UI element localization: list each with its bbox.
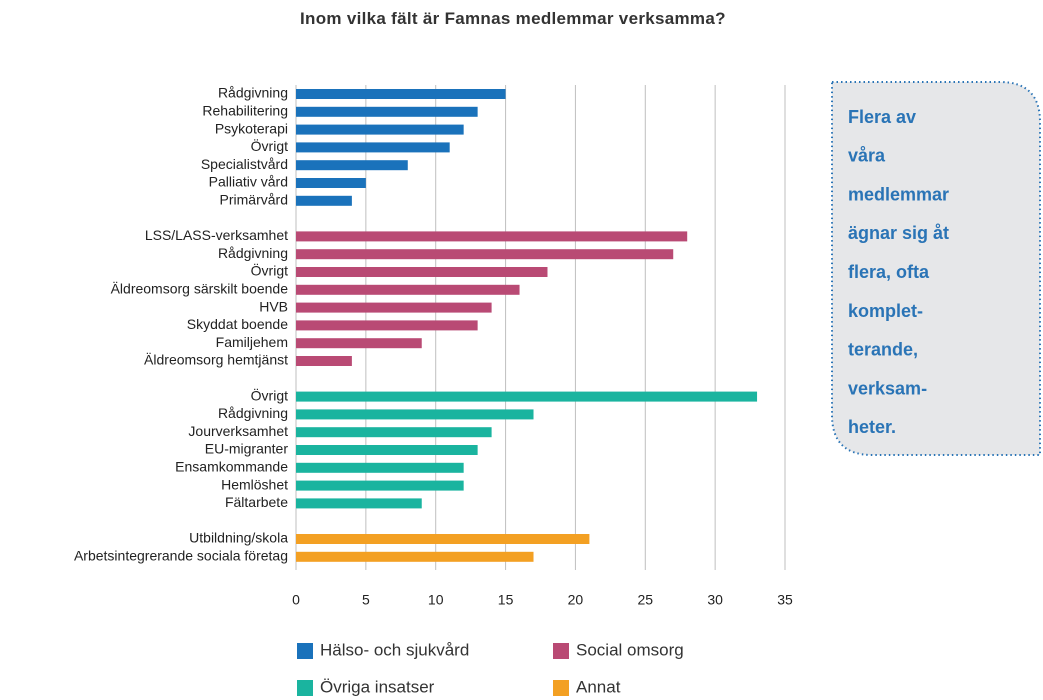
chart-title: Inom vilka fält är Famnas medlemmar verk… <box>300 9 726 28</box>
category-label: Ensamkommande <box>175 459 288 475</box>
annotation-line: terande, <box>848 340 918 360</box>
legend-swatch <box>553 643 569 659</box>
category-label: Primärvård <box>220 192 288 208</box>
bar <box>296 338 422 349</box>
bar <box>296 409 534 420</box>
bar <box>296 249 674 260</box>
annotation-line: heter. <box>848 417 896 437</box>
legend-label: Social omsorg <box>576 640 684 659</box>
annotation-line: medlemmar <box>848 184 949 204</box>
x-tick-label: 20 <box>568 592 584 608</box>
annotation-line: flera, ofta <box>848 262 930 282</box>
bar <box>296 302 492 313</box>
category-label: Fältarbete <box>225 494 288 510</box>
bar <box>296 231 688 242</box>
bar <box>296 124 464 135</box>
annotation-line: våra <box>848 146 886 166</box>
category-label: Palliativ vård <box>209 174 288 190</box>
bar <box>296 551 534 562</box>
category-label: Äldreomsorg hemtjänst <box>144 352 288 368</box>
category-label: Äldreomsorg särskilt boende <box>111 281 289 297</box>
x-tick-label: 10 <box>428 592 444 608</box>
category-label: Specialistvård <box>201 156 288 172</box>
annotation-line: verksam- <box>848 378 927 398</box>
bar <box>296 356 352 366</box>
legend-label: Annat <box>576 677 621 696</box>
legend-swatch <box>297 680 313 696</box>
x-tick-label: 5 <box>362 592 370 608</box>
bar <box>296 462 464 473</box>
category-label: Övrigt <box>251 262 288 279</box>
legend-label: Hälso- och sjukvård <box>320 640 469 659</box>
category-label: Psykoterapi <box>215 120 288 136</box>
category-label: LSS/LASS-verksamhet <box>145 227 288 243</box>
category-label: Familjehem <box>216 334 288 350</box>
bar <box>296 178 366 188</box>
x-tick-label: 0 <box>292 592 300 608</box>
category-label: Jourverksamhet <box>188 423 288 439</box>
bar <box>296 427 492 438</box>
bar <box>296 534 590 544</box>
x-tick-label: 15 <box>498 592 514 608</box>
bar <box>296 160 408 171</box>
category-label: Rådgivning <box>218 405 288 421</box>
legend-swatch <box>553 680 569 696</box>
category-label: Övrigt <box>251 386 288 403</box>
legend-swatch <box>297 643 313 659</box>
annotation-line: Flera av <box>848 107 916 127</box>
annotation-line: ägnar sig åt <box>848 223 949 243</box>
x-tick-label: 25 <box>637 592 653 608</box>
bar <box>296 498 422 509</box>
x-tick-label: 30 <box>707 592 723 608</box>
bar <box>296 480 464 491</box>
category-label: Utbildning/skola <box>189 530 288 546</box>
annotation-line: komplet- <box>848 301 923 321</box>
bar <box>296 320 478 331</box>
category-label: Hemlöshet <box>221 476 288 492</box>
bar <box>296 142 450 153</box>
bar <box>296 195 352 206</box>
bar <box>296 106 478 117</box>
bar <box>296 267 548 277</box>
bar <box>296 89 506 99</box>
category-label: Skyddat boende <box>187 316 288 332</box>
bar <box>296 445 478 455</box>
category-label: Rådgivning <box>218 85 288 101</box>
legend-label: Övriga insatser <box>320 677 435 696</box>
category-label: HVB <box>259 298 288 314</box>
bar <box>296 391 758 402</box>
x-tick-label: 35 <box>777 592 793 608</box>
category-label: Övrigt <box>251 137 288 154</box>
category-label: Arbetsintegrerande sociala företag <box>74 548 288 564</box>
category-label: Rehabilitering <box>202 103 288 119</box>
bar <box>296 284 520 295</box>
annotation-box <box>831 81 1041 456</box>
category-label: EU-migranter <box>205 441 289 457</box>
category-label: Rådgivning <box>218 245 288 261</box>
